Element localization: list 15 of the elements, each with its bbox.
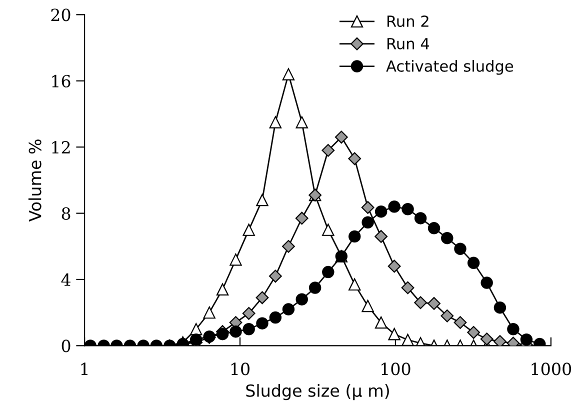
x-tick-label: 100: [382, 362, 410, 376]
x-tick-label: 1: [81, 362, 88, 376]
y-tick-label: 8: [62, 207, 70, 220]
y-tick-label: 0: [62, 340, 70, 352]
x-tick-label: 10: [231, 362, 250, 376]
y-tick-label: 16: [52, 74, 70, 88]
legend-label: Activated sludge: [386, 60, 514, 75]
y-tick-label: 12: [52, 141, 70, 154]
y-axis-title: Volume %: [28, 140, 42, 222]
y-tick-label: 4: [61, 273, 70, 286]
x-axis-title: Sludge size (μ m): [246, 384, 389, 400]
legend-label: Run 2: [388, 15, 428, 27]
y-tick-label: 20: [51, 8, 70, 22]
x-tick-label: 1000: [532, 362, 572, 376]
legend-label: Run 4: [388, 38, 430, 50]
